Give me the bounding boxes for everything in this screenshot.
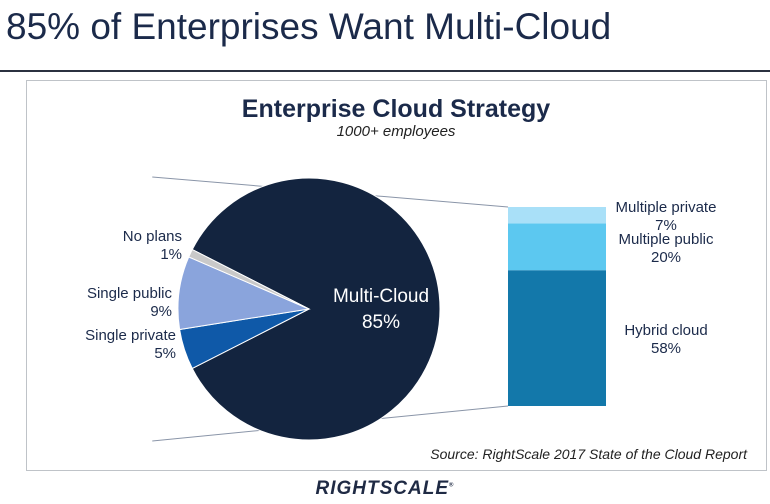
- bar-label-multiple-public: Multiple public: [618, 231, 714, 248]
- title-divider: [0, 70, 770, 72]
- pie-value-multi-cloud: 85%: [362, 312, 400, 333]
- pie-value-single-private: 5%: [154, 345, 176, 362]
- pie-label-single-private: Single private: [85, 327, 176, 344]
- chart-panel: Enterprise Cloud Strategy 1000+ employee…: [26, 80, 767, 471]
- chart-subtitle: 1000+ employees: [337, 123, 456, 140]
- pie-slices: [177, 177, 441, 441]
- bar-value-multiple-private: 7%: [655, 217, 677, 234]
- pie-value-single-public: 9%: [150, 303, 172, 320]
- pie-label-single-public: Single public: [87, 285, 173, 302]
- logo-registered-mark: ®: [449, 482, 455, 489]
- bar-segment-hybrid-cloud: [508, 270, 606, 406]
- chart-source: Source: RightScale 2017 State of the Clo…: [430, 446, 748, 462]
- bar-value-multiple-public: 20%: [651, 249, 681, 266]
- logo-text: RIGHTSCALE: [315, 478, 450, 499]
- slide-title: 85% of Enterprises Want Multi-Cloud: [6, 6, 612, 47]
- rightscale-logo: RIGHTSCALE®: [0, 478, 770, 500]
- bar-segment-multiple-public: [508, 223, 606, 271]
- pie-value-no-plans: 1%: [160, 246, 182, 263]
- pie-label-no-plans: No plans: [123, 228, 182, 245]
- bar-label-multiple-private: Multiple private: [616, 199, 717, 216]
- pie-slice-no-plans: [188, 248, 310, 310]
- pie-slice-multi-cloud: [191, 177, 441, 441]
- cloud-strategy-chart: Enterprise Cloud Strategy 1000+ employee…: [85, 95, 748, 462]
- bar-label-hybrid-cloud: Hybrid cloud: [624, 322, 707, 339]
- bar-segment-multiple-private: [508, 207, 606, 224]
- chart-title: Enterprise Cloud Strategy: [242, 95, 550, 123]
- bar-value-hybrid-cloud: 58%: [651, 340, 681, 357]
- stacked-bar: [508, 207, 606, 406]
- pie-label-multi-cloud: Multi-Cloud: [333, 286, 429, 307]
